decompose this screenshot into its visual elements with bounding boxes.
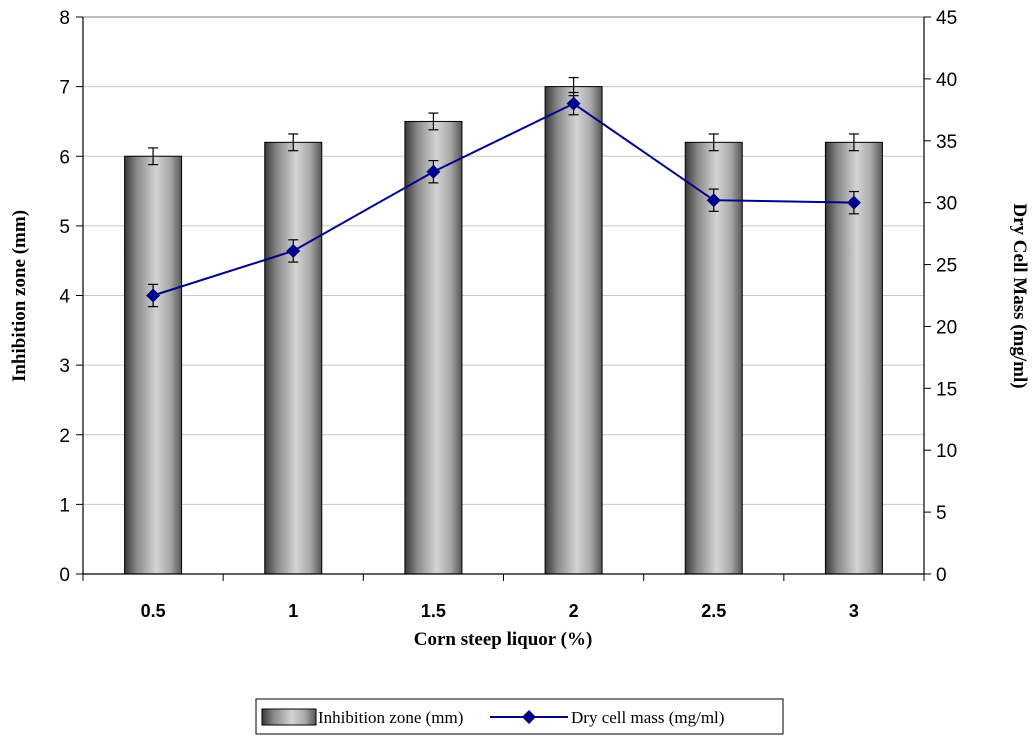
- y2-tick-label: 35: [936, 132, 957, 153]
- legend: Inhibition zone (mm) Dry cell mass (mg/m…: [255, 698, 784, 735]
- legend-bar-label: Inhibition zone (mm): [318, 708, 463, 727]
- line-point: [846, 195, 861, 210]
- bar: [684, 141, 743, 575]
- y2-tick-label: 40: [936, 70, 957, 91]
- bar: [544, 86, 603, 575]
- y-tick-label: 3: [59, 356, 70, 377]
- line-point: [566, 96, 581, 111]
- y2-tick-label: 15: [936, 379, 957, 400]
- y2-axis-title: Dry Cell Mass (mg/ml): [1009, 203, 1030, 388]
- y-tick-label: 0: [59, 565, 70, 586]
- bar-series: [124, 76, 883, 575]
- y-tick-label: 1: [59, 495, 70, 516]
- y-axis-title: Inhibition zone (mm): [9, 210, 30, 382]
- y-tick-label: 5: [59, 217, 70, 238]
- bar: [264, 141, 323, 575]
- legend-bar-swatch: [261, 708, 317, 726]
- y2-tick-label: 45: [936, 8, 957, 29]
- x-tick-label: 1.5: [421, 601, 446, 621]
- x-tick-label: 2.5: [701, 601, 726, 621]
- x-tick-label: 3: [849, 601, 859, 621]
- line-series: [146, 91, 861, 308]
- y-tick-label: 7: [59, 78, 70, 99]
- y2-tick-label: 30: [936, 194, 957, 215]
- y2-tick-label: 20: [936, 317, 957, 338]
- y2-tick-label: 25: [936, 256, 957, 277]
- x-tick-label: 0.5: [141, 601, 166, 621]
- y2-tick-label: 5: [936, 503, 947, 524]
- line-point: [426, 164, 441, 179]
- y-tick-label: 6: [59, 147, 70, 168]
- bar: [124, 155, 183, 575]
- bar: [404, 120, 463, 575]
- y-tick-label: 4: [59, 287, 70, 308]
- gridlines: [83, 16, 924, 505]
- x-tick-label: 2: [569, 601, 579, 621]
- line-path: [152, 102, 854, 297]
- line-point: [706, 193, 721, 208]
- x-axis-title: Corn steep liquor (%): [414, 629, 593, 650]
- axes: [76, 16, 931, 581]
- y-tick-label: 8: [59, 8, 70, 29]
- y2-tick-label: 0: [936, 565, 947, 586]
- legend-line-marker: [522, 710, 536, 724]
- x-tick-label: 1: [288, 601, 298, 621]
- legend-line-label: Dry cell mass (mg/ml): [571, 708, 724, 727]
- line-point: [286, 243, 301, 258]
- line-point: [146, 288, 161, 303]
- y-tick-label: 2: [59, 426, 70, 447]
- y2-tick-label: 10: [936, 441, 957, 462]
